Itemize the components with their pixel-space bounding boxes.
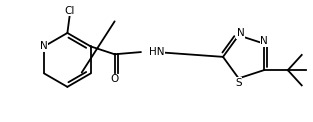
- Text: O: O: [110, 74, 119, 84]
- Text: N: N: [40, 41, 48, 51]
- Text: N: N: [237, 28, 245, 38]
- Text: Cl: Cl: [64, 6, 75, 16]
- Text: S: S: [235, 78, 242, 88]
- Text: N: N: [260, 36, 268, 46]
- Text: HN: HN: [149, 47, 164, 57]
